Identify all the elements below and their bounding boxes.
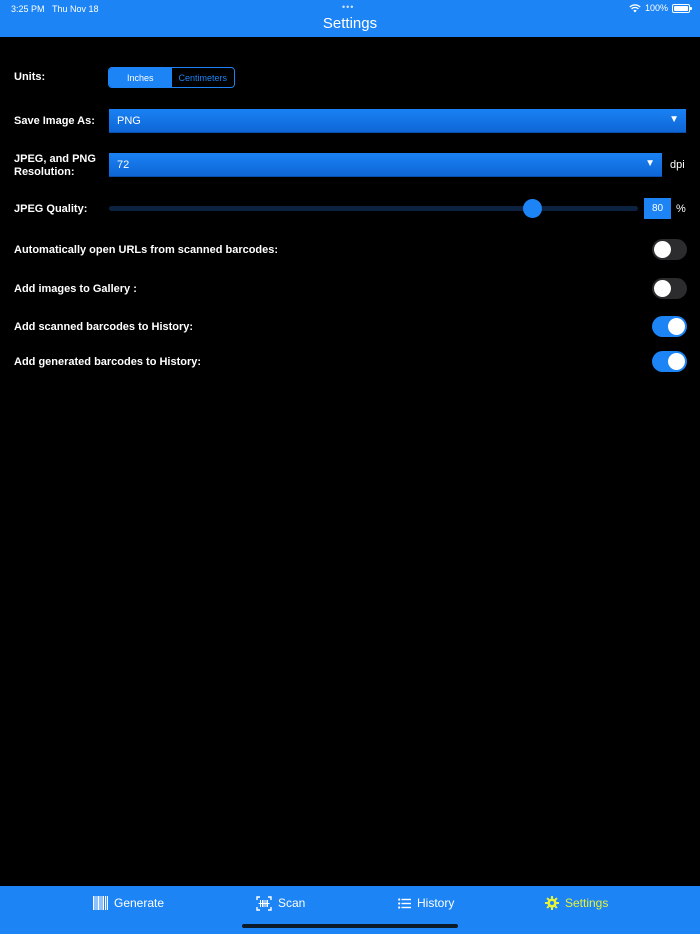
tab-settings-label: Settings bbox=[565, 896, 609, 910]
resolution-label-line2: Resolution: bbox=[14, 166, 75, 178]
scanned-history-label: Add scanned barcodes to History: bbox=[14, 321, 194, 333]
units-option-inches[interactable]: Inches bbox=[109, 68, 172, 87]
save-image-dropdown[interactable]: PNG ▼ bbox=[109, 109, 686, 133]
caret-down-icon: ▼ bbox=[645, 158, 655, 169]
header-bar: 3:25 PM Thu Nov 18 ••• 100% Settings bbox=[0, 0, 700, 37]
battery-percent: 100% bbox=[644, 3, 668, 13]
tab-bar: Generate Scan History bbox=[0, 886, 700, 934]
resolution-value: 72 bbox=[117, 158, 130, 171]
jpeg-quality-slider-fill bbox=[109, 206, 533, 211]
home-indicator[interactable] bbox=[242, 924, 458, 928]
status-date: Thu Nov 18 bbox=[52, 4, 99, 14]
jpeg-quality-label: JPEG Quality: bbox=[14, 203, 88, 215]
save-image-value: PNG bbox=[117, 114, 141, 127]
jpeg-quality-slider-track[interactable] bbox=[109, 206, 638, 211]
resolution-dropdown[interactable]: 72 ▼ bbox=[109, 153, 662, 177]
units-label: Units: bbox=[14, 71, 46, 83]
barcode-icon bbox=[93, 896, 108, 910]
toggle-knob bbox=[668, 318, 685, 335]
scanned-history-toggle[interactable] bbox=[652, 316, 687, 337]
jpeg-quality-unit: % bbox=[676, 203, 686, 215]
status-time: 3:25 PM bbox=[11, 4, 45, 14]
add-to-gallery-toggle[interactable] bbox=[652, 278, 687, 299]
page-title: Settings bbox=[322, 15, 378, 32]
resolution-label: JPEG, and PNG Resolution: bbox=[14, 153, 96, 179]
jpeg-quality-value-field[interactable]: 80 bbox=[644, 198, 671, 219]
add-to-gallery-label: Add images to Gallery : bbox=[14, 283, 137, 295]
units-segmented-control[interactable]: Inches Centimeters bbox=[108, 67, 235, 88]
toggle-knob bbox=[668, 353, 685, 370]
tab-settings[interactable]: Settings bbox=[545, 894, 608, 912]
tab-scan-label: Scan bbox=[278, 896, 306, 910]
auto-open-urls-toggle[interactable] bbox=[652, 239, 687, 260]
wifi-icon bbox=[629, 3, 641, 12]
units-option-centimeters[interactable]: Centimeters bbox=[171, 68, 234, 87]
generated-history-toggle[interactable] bbox=[652, 351, 687, 372]
resolution-label-line1: JPEG, and PNG bbox=[14, 153, 96, 165]
jpeg-quality-slider-thumb[interactable] bbox=[522, 199, 542, 218]
generated-history-label: Add generated barcodes to History: bbox=[14, 356, 202, 368]
toggle-knob bbox=[654, 241, 671, 258]
multitasking-dots-icon[interactable]: ••• bbox=[342, 2, 355, 12]
caret-down-icon: ▼ bbox=[669, 114, 679, 125]
auto-open-urls-label: Automatically open URLs from scanned bar… bbox=[14, 244, 279, 256]
battery-icon bbox=[672, 3, 692, 13]
save-image-label: Save Image As: bbox=[14, 115, 95, 127]
status-right: 100% bbox=[629, 3, 692, 13]
tab-generate[interactable]: Generate bbox=[93, 894, 164, 912]
scan-icon bbox=[256, 895, 272, 911]
tab-generate-label: Generate bbox=[114, 896, 165, 910]
gear-icon bbox=[545, 896, 559, 910]
tab-history[interactable]: History bbox=[398, 894, 454, 912]
tab-history-label: History bbox=[417, 896, 455, 910]
tab-scan[interactable]: Scan bbox=[256, 894, 305, 912]
toggle-knob bbox=[654, 280, 671, 297]
list-icon bbox=[398, 897, 411, 909]
resolution-unit: dpi bbox=[670, 159, 685, 171]
